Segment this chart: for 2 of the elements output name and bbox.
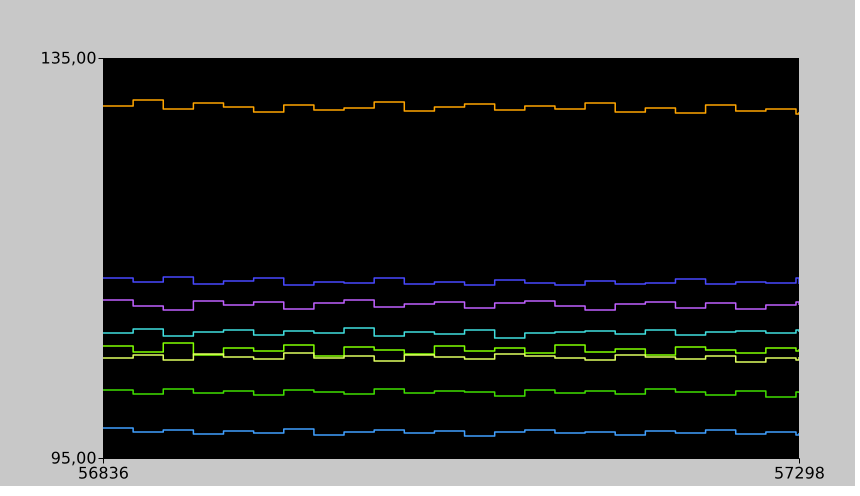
x-tick-label: 57298 [774,464,825,482]
y-tick-label: 135,00 [40,48,96,68]
